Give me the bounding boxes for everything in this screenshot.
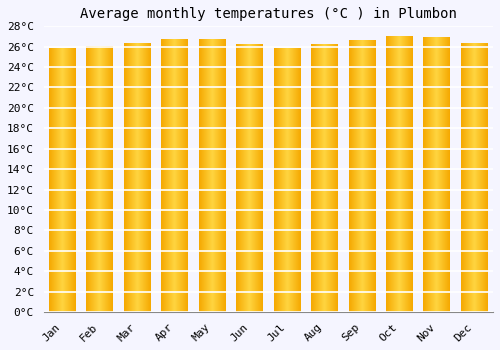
Title: Average monthly temperatures (°C ) in Plumbon: Average monthly temperatures (°C ) in Pl… [80,7,457,21]
